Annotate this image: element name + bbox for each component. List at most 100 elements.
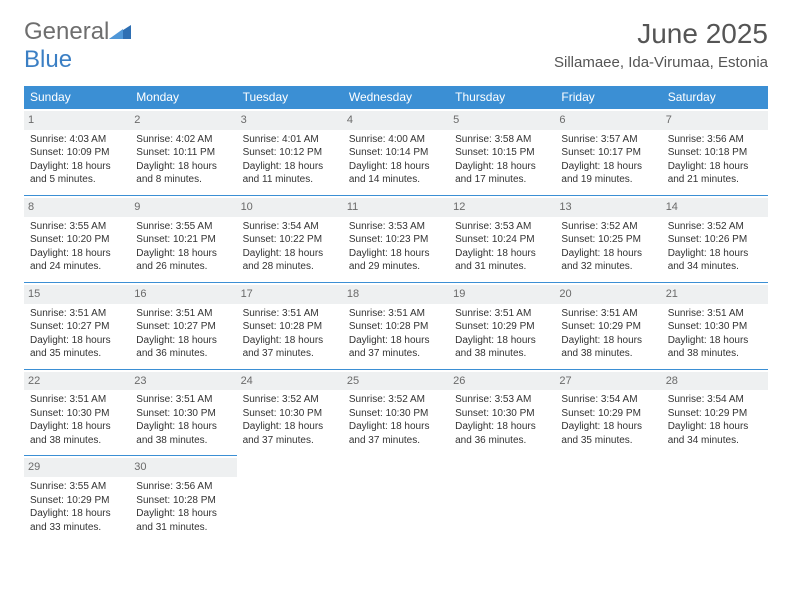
weekday-header: Monday <box>130 86 236 109</box>
calendar-day-cell: 24Sunrise: 3:52 AMSunset: 10:30 PMDaylig… <box>237 369 343 456</box>
day-number: 19 <box>449 285 555 304</box>
day-number: 4 <box>343 111 449 130</box>
daylight-line: Daylight: 18 hours and 34 minutes. <box>668 247 762 274</box>
calendar-day-cell: 20Sunrise: 3:51 AMSunset: 10:29 PMDaylig… <box>555 282 661 369</box>
calendar-header-row: SundayMondayTuesdayWednesdayThursdayFrid… <box>24 86 768 109</box>
weekday-header: Saturday <box>662 86 768 109</box>
weekday-header: Wednesday <box>343 86 449 109</box>
day-number: 6 <box>555 111 661 130</box>
calendar-day-cell: 22Sunrise: 3:51 AMSunset: 10:30 PMDaylig… <box>24 369 130 456</box>
sunrise-line: Sunrise: 3:51 AM <box>668 307 762 321</box>
daylight-line: Daylight: 18 hours and 31 minutes. <box>455 247 549 274</box>
day-number: 18 <box>343 285 449 304</box>
calendar-week-row: 15Sunrise: 3:51 AMSunset: 10:27 PMDaylig… <box>24 282 768 369</box>
sunrise-line: Sunrise: 4:02 AM <box>136 133 230 147</box>
sunrise-line: Sunrise: 3:51 AM <box>136 307 230 321</box>
sunset-line: Sunset: 10:18 PM <box>668 146 762 160</box>
sunset-line: Sunset: 10:09 PM <box>30 146 124 160</box>
sunset-line: Sunset: 10:30 PM <box>243 407 337 421</box>
daylight-line: Daylight: 18 hours and 38 minutes. <box>455 334 549 361</box>
month-title: June 2025 <box>554 18 768 50</box>
header: GeneralBlue June 2025 Sillamaee, Ida-Vir… <box>24 18 768 74</box>
day-number: 13 <box>555 198 661 217</box>
day-number: 27 <box>555 372 661 391</box>
day-number: 24 <box>237 372 343 391</box>
calendar-day-cell: 14Sunrise: 3:52 AMSunset: 10:26 PMDaylig… <box>662 195 768 282</box>
sunrise-line: Sunrise: 4:00 AM <box>349 133 443 147</box>
day-number: 28 <box>662 372 768 391</box>
day-number: 23 <box>130 372 236 391</box>
calendar-day-cell: 3 Sunrise: 4:01 AMSunset: 10:12 PMDayligh… <box>237 109 343 196</box>
logo-mark-icon <box>109 23 131 39</box>
daylight-line: Daylight: 18 hours and 26 minutes. <box>136 247 230 274</box>
day-number: 17 <box>237 285 343 304</box>
daylight-line: Daylight: 18 hours and 11 minutes. <box>243 160 337 187</box>
calendar-day-cell: 13 Sunrise: 3:52 AMSunset: 10:25 PMDaylig… <box>555 195 661 282</box>
sunrise-line: Sunrise: 4:01 AM <box>243 133 337 147</box>
sunset-line: Sunset: 10:20 PM <box>30 233 124 247</box>
calendar-day-cell: 17Sunrise: 3:51 AMSunset: 10:28 PMDaylig… <box>237 282 343 369</box>
sunrise-line: Sunrise: 3:52 AM <box>668 220 762 234</box>
calendar-day-cell <box>237 456 343 542</box>
daylight-line: Daylight: 18 hours and 14 minutes. <box>349 160 443 187</box>
daylight-line: Daylight: 18 hours and 24 minutes. <box>30 247 124 274</box>
daylight-line: Daylight: 18 hours and 5 minutes. <box>30 160 124 187</box>
sunset-line: Sunset: 10:24 PM <box>455 233 549 247</box>
sunset-line: Sunset: 10:29 PM <box>668 407 762 421</box>
calendar-day-cell: 26Sunrise: 3:53 AMSunset: 10:30 PMDaylig… <box>449 369 555 456</box>
sunset-line: Sunset: 10:12 PM <box>243 146 337 160</box>
sunset-line: Sunset: 10:29 PM <box>561 320 655 334</box>
sunrise-line: Sunrise: 3:51 AM <box>455 307 549 321</box>
sunset-line: Sunset: 10:11 PM <box>136 146 230 160</box>
brand-logo: GeneralBlue <box>24 18 131 74</box>
sunrise-line: Sunrise: 3:54 AM <box>561 393 655 407</box>
sunrise-line: Sunrise: 3:56 AM <box>668 133 762 147</box>
daylight-line: Daylight: 18 hours and 37 minutes. <box>349 334 443 361</box>
brand-word2: Blue <box>24 46 72 73</box>
calendar-day-cell: 6Sunrise: 3:57 AMSunset: 10:17 PMDayligh… <box>555 109 661 196</box>
sunset-line: Sunset: 10:27 PM <box>30 320 124 334</box>
calendar-day-cell: 25Sunrise: 3:52 AMSunset: 10:30 PMDaylig… <box>343 369 449 456</box>
day-number: 29 <box>24 458 130 477</box>
calendar-week-row: 8Sunrise: 3:55 AMSunset: 10:20 PMDayligh… <box>24 195 768 282</box>
day-number: 8 <box>24 198 130 217</box>
brand-text: GeneralBlue <box>24 18 131 74</box>
calendar-day-cell: 12Sunrise: 3:53 AMSunset: 10:24 PMDaylig… <box>449 195 555 282</box>
day-number: 12 <box>449 198 555 217</box>
day-number: 2 <box>130 111 236 130</box>
sunrise-line: Sunrise: 3:51 AM <box>136 393 230 407</box>
day-number: 14 <box>662 198 768 217</box>
sunrise-line: Sunrise: 3:53 AM <box>455 393 549 407</box>
calendar-day-cell <box>555 456 661 542</box>
day-number: 3 <box>237 111 343 130</box>
calendar-day-cell: 15Sunrise: 3:51 AMSunset: 10:27 PMDaylig… <box>24 282 130 369</box>
sunset-line: Sunset: 10:28 PM <box>243 320 337 334</box>
calendar-day-cell <box>662 456 768 542</box>
calendar-day-cell <box>343 456 449 542</box>
sunrise-line: Sunrise: 3:52 AM <box>561 220 655 234</box>
title-block: June 2025 Sillamaee, Ida-Virumaa, Estoni… <box>554 18 768 71</box>
calendar-day-cell: 23Sunrise: 3:51 AMSunset: 10:30 PMDaylig… <box>130 369 236 456</box>
brand-word1: General <box>24 18 109 45</box>
sunrise-line: Sunrise: 3:54 AM <box>243 220 337 234</box>
sunrise-line: Sunrise: 3:55 AM <box>30 220 124 234</box>
daylight-line: Daylight: 18 hours and 36 minutes. <box>136 334 230 361</box>
calendar-day-cell: 30Sunrise: 3:56 AMSunset: 10:28 PMDaylig… <box>130 456 236 542</box>
calendar-day-cell: 4Sunrise: 4:00 AMSunset: 10:14 PMDayligh… <box>343 109 449 196</box>
day-number: 1 <box>24 111 130 130</box>
daylight-line: Daylight: 18 hours and 32 minutes. <box>561 247 655 274</box>
daylight-line: Daylight: 18 hours and 35 minutes. <box>30 334 124 361</box>
sunrise-line: Sunrise: 3:52 AM <box>243 393 337 407</box>
day-number: 26 <box>449 372 555 391</box>
sunset-line: Sunset: 10:25 PM <box>561 233 655 247</box>
day-number: 11 <box>343 198 449 217</box>
calendar-day-cell: 18Sunrise: 3:51 AMSunset: 10:28 PMDaylig… <box>343 282 449 369</box>
weekday-header: Friday <box>555 86 661 109</box>
sunrise-line: Sunrise: 3:58 AM <box>455 133 549 147</box>
daylight-line: Daylight: 18 hours and 19 minutes. <box>561 160 655 187</box>
weekday-header: Tuesday <box>237 86 343 109</box>
sunrise-line: Sunrise: 3:51 AM <box>30 307 124 321</box>
sunset-line: Sunset: 10:30 PM <box>136 407 230 421</box>
sunrise-line: Sunrise: 4:03 AM <box>30 133 124 147</box>
sunrise-line: Sunrise: 3:51 AM <box>243 307 337 321</box>
